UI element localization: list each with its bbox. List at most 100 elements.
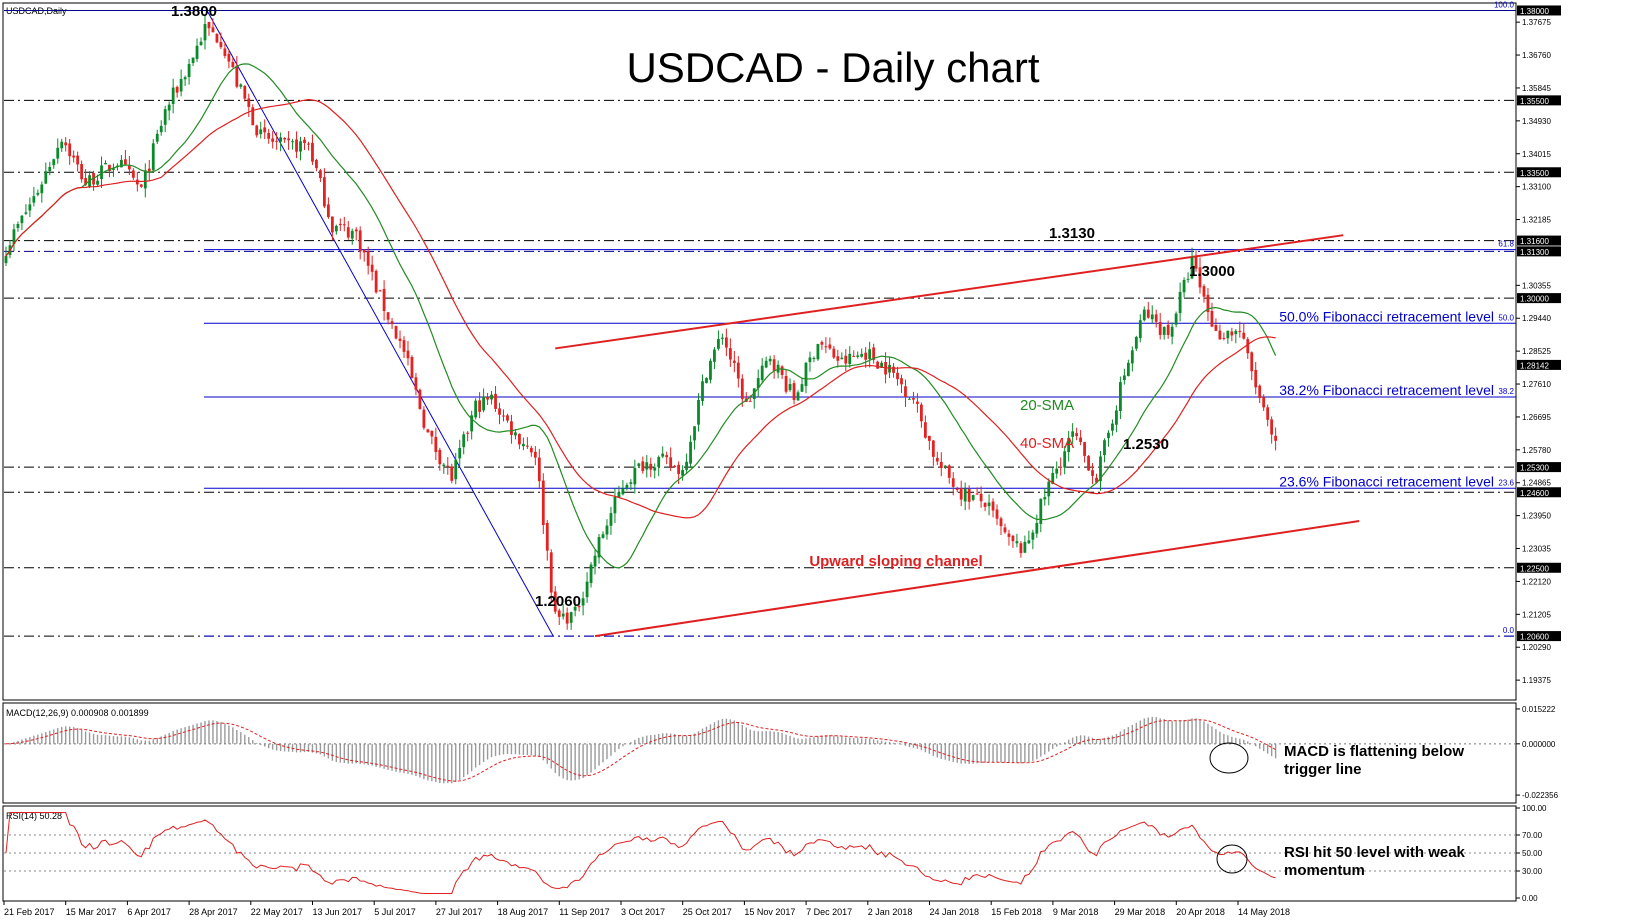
candle-body xyxy=(1146,309,1150,318)
candle-body xyxy=(561,613,565,617)
candle-body xyxy=(1031,532,1035,540)
candle-body xyxy=(418,389,422,409)
candle-body xyxy=(681,470,684,476)
candle-body xyxy=(151,143,155,171)
candle-body xyxy=(939,461,943,469)
x-tick-label: 9 Mar 2018 xyxy=(1053,907,1099,917)
price-tick-label: 1.22120 xyxy=(1522,577,1551,586)
candle-body xyxy=(120,159,123,168)
candle-body xyxy=(923,422,927,438)
candle-body xyxy=(724,337,728,348)
candle-body xyxy=(573,606,577,611)
candle-body xyxy=(346,227,350,238)
candle-body xyxy=(1063,451,1067,468)
candle-body xyxy=(525,445,529,447)
x-tick-label: 21 Feb 2017 xyxy=(4,907,55,917)
macd-tick-label: 0.015222 xyxy=(1522,705,1556,714)
candle-body xyxy=(848,353,852,364)
candle-body xyxy=(713,349,716,362)
candle-body xyxy=(215,34,219,43)
candle-body xyxy=(760,365,764,381)
candle-body xyxy=(506,415,509,421)
candle-body xyxy=(1071,431,1075,437)
candle-body xyxy=(832,348,836,358)
candle-body xyxy=(1194,256,1198,269)
candle-body xyxy=(291,141,294,143)
candle-body xyxy=(251,107,255,126)
candle-body xyxy=(502,415,505,417)
fibonacci-levels: 100.0 61.8 50.0 50.0% Fibonacci retracement… xyxy=(204,0,1516,637)
candle-body xyxy=(139,184,143,187)
candle-body xyxy=(756,378,760,389)
candle-body xyxy=(784,375,788,392)
candle-body xyxy=(1083,442,1086,456)
candle-body xyxy=(609,513,613,526)
candle-body xyxy=(255,125,259,136)
candle-body xyxy=(697,400,700,425)
price-annotations: 1.3800 1.3130 1.3000 1.2530 1.2060 20-SMA 40-S… xyxy=(171,3,1235,610)
candle-body xyxy=(422,409,426,428)
candle-body xyxy=(84,178,87,185)
candle-body xyxy=(808,357,812,363)
candle-body xyxy=(112,168,115,170)
candle-body xyxy=(354,229,358,232)
candle-body xyxy=(1122,375,1126,381)
candle-body xyxy=(1126,362,1130,377)
candle-body xyxy=(1154,314,1158,322)
candle-body xyxy=(947,465,951,478)
candle-body xyxy=(430,430,434,437)
fib-pct-label: 61.8 xyxy=(1498,240,1514,249)
candle-body xyxy=(1250,352,1254,372)
candle-body xyxy=(625,484,629,488)
candle-body xyxy=(319,170,322,179)
candle-body xyxy=(498,408,501,415)
level-price-tag xyxy=(1517,5,1561,16)
candle-body xyxy=(80,164,84,180)
candle-body xyxy=(541,480,545,526)
candle-body xyxy=(482,396,485,411)
chart-title: USDCAD - Daily chart xyxy=(626,44,1039,91)
candle-body xyxy=(124,159,127,165)
candle-body xyxy=(931,440,935,457)
candle-body xyxy=(68,143,72,157)
candle-body xyxy=(888,364,891,373)
macd-tick-label: 0.000000 xyxy=(1522,740,1556,749)
candle-body xyxy=(1134,337,1138,349)
candle-body xyxy=(223,48,227,56)
candle-body xyxy=(824,346,828,348)
candle-body xyxy=(828,344,832,349)
annotation-label: 1.3800 xyxy=(171,3,217,20)
fib-pct-label: 0.0 xyxy=(1503,626,1515,635)
candles xyxy=(4,14,1278,630)
candle-body xyxy=(800,384,804,392)
x-tick-label: 2 Jan 2018 xyxy=(868,907,913,917)
candle-body xyxy=(474,400,478,418)
level-price-tag xyxy=(1517,235,1561,246)
candle-body xyxy=(1150,314,1154,320)
candle-body xyxy=(1079,437,1082,442)
candle-body xyxy=(171,87,175,105)
level-price-tag xyxy=(1517,462,1561,473)
candle-body xyxy=(104,162,107,165)
candle-body xyxy=(1190,257,1194,279)
candle-body xyxy=(864,352,868,360)
x-tick-label: 18 Aug 2017 xyxy=(498,907,549,917)
candle-body xyxy=(279,137,283,142)
candle-body xyxy=(701,381,704,401)
rsi-y-axis: 100.00 70.00 50.00 30.00 0.00 xyxy=(1516,804,1547,903)
channel-lines xyxy=(555,234,1360,638)
price-tick-label: 1.35845 xyxy=(1522,84,1551,93)
candle-body xyxy=(537,457,541,482)
candle-body xyxy=(689,441,692,464)
x-tick-label: 22 May 2017 xyxy=(251,907,303,917)
level-price-label: 1.22500 xyxy=(1520,564,1549,573)
candle-body xyxy=(872,347,876,360)
candle-body xyxy=(1266,407,1270,420)
candle-body xyxy=(1119,382,1122,412)
candle-body xyxy=(454,459,458,480)
candle-body xyxy=(1174,313,1178,325)
candle-body xyxy=(287,138,290,141)
candle-body xyxy=(1051,472,1055,484)
current-price-tag xyxy=(1517,359,1561,370)
